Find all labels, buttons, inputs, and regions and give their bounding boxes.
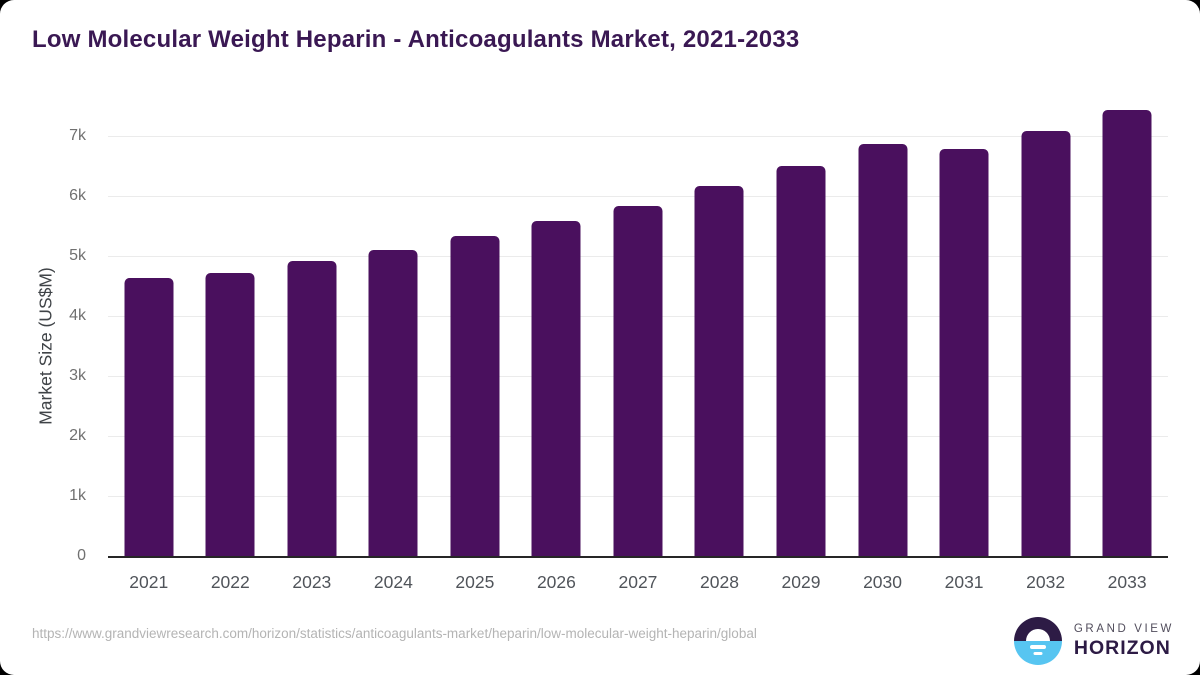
bar-2032[interactable] xyxy=(1021,131,1071,556)
bars-container xyxy=(108,110,1168,556)
y-tick-label-3k: 3k xyxy=(69,367,86,384)
bar-2033[interactable] xyxy=(1102,110,1152,556)
x-tick-label-2025: 2025 xyxy=(455,572,495,592)
y-axis-tick-labels: 0 1k 2k 3k 4k 5k 6k 7k xyxy=(0,128,96,564)
x-tick-label-2030: 2030 xyxy=(863,572,903,592)
x-tick-label-2021: 2021 xyxy=(129,572,169,592)
bar-2025[interactable] xyxy=(450,236,500,556)
bar-2027[interactable] xyxy=(613,205,663,556)
bar-slot-2024 xyxy=(353,136,435,556)
bar-slot-2030 xyxy=(842,136,924,556)
x-tick-label-2029: 2029 xyxy=(781,572,821,592)
reflection-stripe-icon xyxy=(1033,651,1043,655)
bar-slot-2026 xyxy=(516,136,598,556)
logo-horizon-text: HORIZON xyxy=(1073,637,1171,660)
bar-slot-2027 xyxy=(597,136,679,556)
chart-title: Low Molecular Weight Heparin - Anticoagu… xyxy=(32,26,800,53)
bar-2022[interactable] xyxy=(205,272,255,556)
y-tick-label-4k: 4k xyxy=(69,307,86,324)
brand-logo[interactable]: GRAND VIEW HORIZON xyxy=(1013,617,1174,665)
y-tick-label-6k: 6k xyxy=(69,187,86,204)
bar-slot-2025 xyxy=(434,136,516,556)
bar-slot-2029 xyxy=(760,136,842,556)
y-tick-label-7k: 7k xyxy=(69,127,86,144)
bar-2024[interactable] xyxy=(368,250,418,556)
y-tick-label-0: 0 xyxy=(77,547,86,564)
bar-2029[interactable] xyxy=(776,166,826,556)
sun-icon xyxy=(1025,629,1050,641)
source-url: https://www.grandviewresearch.com/horizo… xyxy=(32,626,757,641)
plot-area xyxy=(108,110,1168,558)
bar-2031[interactable] xyxy=(939,149,989,556)
bar-slot-2031 xyxy=(923,136,1005,556)
bar-2028[interactable] xyxy=(694,185,744,556)
x-tick-label-2032: 2032 xyxy=(1026,572,1066,592)
x-tick-label-2031: 2031 xyxy=(944,572,984,592)
bar-slot-2023 xyxy=(271,136,353,556)
gridline-7k xyxy=(108,135,1168,137)
x-tick-label-2033: 2033 xyxy=(1107,572,1147,592)
x-tick-label-2024: 2024 xyxy=(373,572,413,592)
y-tick-label-5k: 5k xyxy=(69,247,86,264)
bar-slot-2022 xyxy=(190,136,272,556)
bar-slot-2032 xyxy=(1005,131,1087,556)
gridline-6k xyxy=(108,195,1168,197)
x-tick-label-2023: 2023 xyxy=(292,572,332,592)
logo-grand-view-text: GRAND VIEW xyxy=(1073,623,1174,636)
bar-slot-2033 xyxy=(1086,110,1168,556)
bar-2026[interactable] xyxy=(531,221,581,556)
x-axis-tick-labels: 2021 2022 2023 2024 2025 2026 2027 2028 2029 2030… xyxy=(108,558,1168,593)
bar-2021[interactable] xyxy=(124,278,174,556)
x-tick-label-2028: 2028 xyxy=(700,572,739,592)
bar-slot-2021 xyxy=(108,136,190,556)
bar-2023[interactable] xyxy=(287,260,337,556)
y-tick-label-1k: 1k xyxy=(69,487,86,504)
bar-slot-2028 xyxy=(679,136,761,556)
horizon-sunrise-icon xyxy=(1013,617,1062,665)
x-tick-label-2027: 2027 xyxy=(618,572,658,592)
bar-2030[interactable] xyxy=(858,144,908,556)
reflection-stripe-icon xyxy=(1029,645,1046,649)
x-tick-label-2022: 2022 xyxy=(210,572,250,592)
logo-text: GRAND VIEW HORIZON xyxy=(1074,623,1174,659)
x-tick-label-2026: 2026 xyxy=(536,572,576,592)
y-tick-label-2k: 2k xyxy=(69,427,86,444)
